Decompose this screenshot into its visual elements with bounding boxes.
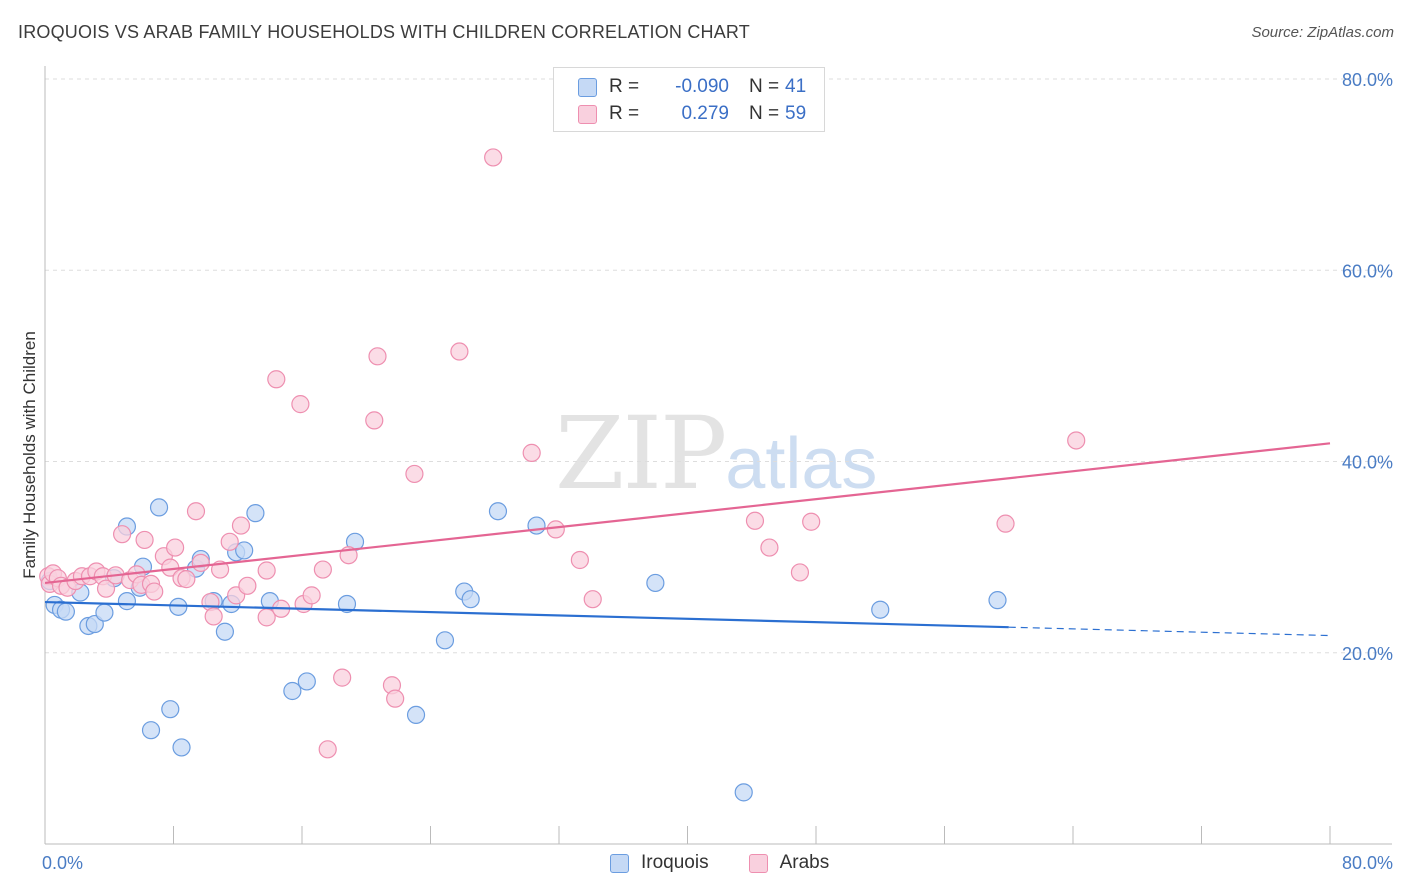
- arabs-point: [267, 370, 286, 389]
- arabs-point: [302, 586, 321, 605]
- arabs-point: [145, 582, 164, 601]
- iroquois-swatch: [578, 77, 597, 97]
- iroquois-point: [871, 600, 890, 619]
- iroquois-point: [161, 700, 180, 719]
- iroquois-point: [246, 504, 265, 523]
- arabs-point: [135, 530, 154, 550]
- iroquois-point: [56, 602, 75, 621]
- iroquois-point: [169, 597, 188, 616]
- arabs-point: [450, 342, 469, 361]
- iroquois-point: [435, 631, 455, 650]
- arabs-point: [546, 520, 565, 539]
- r-value: -0.090: [675, 76, 729, 97]
- iroquois-point: [488, 502, 508, 521]
- arabs-point: [522, 443, 541, 462]
- iroquois-point: [734, 783, 753, 802]
- legend-label-iroquois: Iroquois: [641, 852, 709, 873]
- arabs-point: [257, 561, 276, 580]
- iroquois-point: [215, 622, 234, 641]
- arabs-point: [996, 514, 1015, 533]
- x-tick-label: 80.0%: [1342, 853, 1393, 873]
- watermark: ZIPatlas: [555, 395, 877, 512]
- arabs-point: [231, 516, 251, 535]
- chart-title: IROQUOIS VS ARAB FAMILY HOUSEHOLDS WITH …: [18, 22, 750, 42]
- n-value: 41: [785, 76, 807, 97]
- y-axis-label: Family Households with Children: [20, 331, 39, 579]
- iroquois-point: [461, 590, 480, 609]
- iroquois-point: [283, 681, 302, 701]
- iroquois-point: [172, 738, 191, 757]
- r-value: 0.279: [681, 103, 729, 124]
- legend-item-arabs[interactable]: Arabs: [748, 852, 830, 874]
- arabs-point: [760, 538, 779, 557]
- arabs-point: [405, 464, 424, 484]
- arabs-point: [790, 563, 810, 582]
- legend-label-arabs: Arabs: [779, 852, 830, 873]
- iroquois-trendline-extension: [1008, 626, 1331, 637]
- arabs-point: [745, 511, 765, 530]
- n-value: 59: [785, 103, 807, 124]
- iroquois-swatch: [610, 853, 629, 873]
- iroquois-point: [95, 603, 114, 622]
- iroquois-point: [149, 498, 169, 517]
- arabs-point: [570, 550, 589, 570]
- arabs-point: [191, 553, 210, 572]
- arabs-point: [368, 347, 387, 366]
- iroquois-point: [406, 705, 426, 725]
- iroquois-point: [527, 516, 546, 535]
- arabs-point: [186, 502, 206, 521]
- correlation-legend: R = -0.090 N = 41 R = 0.279 N = 59: [553, 67, 825, 132]
- arabs-point: [291, 395, 310, 414]
- source-credit: Source: ZipAtlas.com: [1251, 24, 1394, 41]
- arabs-point: [318, 740, 337, 759]
- watermark-atlas: atlas: [725, 424, 878, 504]
- x-tick-label: 0.0%: [42, 853, 83, 873]
- legend-row-arabs: R = 0.279 N = 59: [578, 101, 806, 127]
- arabs-point: [386, 689, 405, 708]
- r-label: R =: [609, 76, 640, 97]
- y-tick-label: 60.0%: [1342, 261, 1393, 281]
- iroquois-point: [235, 541, 254, 560]
- arabs-point: [166, 538, 185, 557]
- arabs-point: [238, 576, 257, 595]
- iroquois-point: [988, 591, 1007, 610]
- y-tick-label: 80.0%: [1342, 70, 1393, 90]
- arabs-point: [96, 579, 116, 598]
- iroquois-trendline: [44, 600, 1009, 629]
- legend-row-iroquois: R = -0.090 N = 41: [578, 74, 806, 100]
- arabs-point: [204, 607, 223, 626]
- arabs-point: [1067, 431, 1086, 450]
- legend-item-iroquois[interactable]: Iroquois: [610, 852, 709, 874]
- watermark-zip: ZIP: [555, 395, 727, 512]
- arabs-point: [365, 411, 384, 430]
- iroquois-point: [117, 592, 137, 611]
- y-tick-label: 40.0%: [1342, 453, 1393, 473]
- arabs-trendline: [44, 442, 1331, 585]
- iroquois-point: [646, 573, 665, 593]
- arabs-point: [484, 148, 503, 167]
- series-legend: Iroquois Arabs: [610, 852, 869, 874]
- y-tick-label: 20.0%: [1342, 644, 1393, 664]
- arabs-swatch: [748, 853, 768, 873]
- n-label: N =: [749, 76, 780, 97]
- iroquois-point: [297, 672, 316, 691]
- arabs-point: [220, 532, 239, 551]
- arabs-point: [333, 668, 352, 687]
- arabs-point: [177, 570, 196, 589]
- iroquois-point: [337, 594, 357, 614]
- iroquois-point: [141, 721, 161, 740]
- n-label: N =: [749, 103, 780, 124]
- arabs-point: [583, 590, 602, 609]
- arabs-swatch: [578, 104, 597, 124]
- arabs-point: [802, 512, 821, 531]
- arabs-point: [112, 525, 132, 544]
- arabs-point: [313, 560, 332, 579]
- r-label: R =: [609, 103, 640, 124]
